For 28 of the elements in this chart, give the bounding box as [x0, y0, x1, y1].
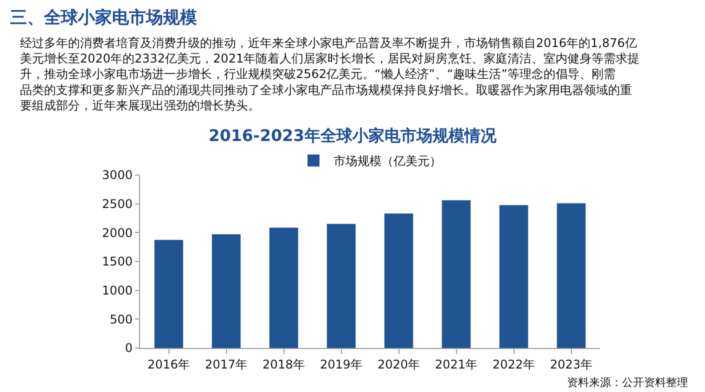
y-tick-label: 500 — [110, 312, 133, 326]
legend-label: 市场规模（亿美元） — [334, 154, 442, 168]
chart-title: 2016-2023年全球小家电市场规模情况 — [208, 126, 498, 146]
bar — [212, 234, 241, 348]
y-tick-label: 2000 — [102, 226, 133, 240]
y-tick-label: 0 — [124, 341, 133, 356]
x-tick-label: 2022年 — [492, 357, 536, 372]
bar — [154, 240, 184, 348]
bar — [384, 214, 414, 348]
bar — [499, 205, 528, 348]
bar — [269, 228, 298, 348]
bar — [442, 200, 471, 348]
x-tick-label: 2020年 — [377, 357, 420, 372]
y-tick-label: 2500 — [102, 197, 133, 212]
y-tick-label: 1500 — [102, 254, 133, 269]
x-tick-label: 2016年 — [147, 357, 190, 372]
text: 经过多年的消费者培育及消费升级的推动，近年来全球小家电产品普及率不断提升，市场销售额自2016年的1,876亿美元增长至2020年的2332亿美元，2021年随着人们居家时长增长，居民对厨房烹饪、家庭清洁、室内健身等需求提升，推动全球小家电市场进一步增长，行业规模突破2562亿美元。“懒人经济”、“趣味生活”等理念的倡导、刚需品类的支撑和更多新兴产品的涌现共同推动了全球小家电产品市场规模保持良好增长。取暖器作为家用电器领域的重要组成部分，近年来展现出强劲的增长势头。 — [20, 36, 640, 112]
text: 资料来源：公开资料整理 — [567, 376, 688, 389]
bar — [556, 203, 586, 348]
x-tick-label: 2019年 — [320, 357, 363, 372]
y-tick-label: 3000 — [102, 168, 133, 182]
x-tick-label: 2017年 — [204, 357, 248, 372]
x-tick-label: 2021年 — [434, 357, 478, 372]
text: 三、全球小家电市场规模 — [10, 8, 197, 28]
y-tick-label: 1000 — [102, 284, 133, 298]
x-tick-label: 2018年 — [262, 357, 306, 372]
bar — [326, 224, 356, 348]
x-tick-label: 2023年 — [550, 357, 593, 372]
